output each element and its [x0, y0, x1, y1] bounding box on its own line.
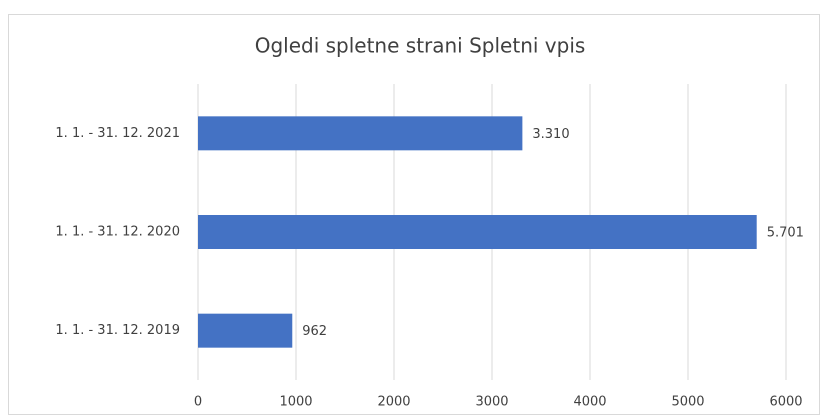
x-tick-label: 6000 — [769, 395, 802, 410]
bar — [198, 215, 757, 249]
data-label: 3.310 — [532, 127, 569, 142]
data-label: 5.701 — [767, 226, 804, 241]
x-tick-label: 1000 — [279, 395, 312, 410]
chart-frame — [8, 14, 820, 415]
y-tick-label: 1. 1. - 31. 12. 2019 — [55, 323, 180, 338]
x-tick-label: 3000 — [475, 395, 508, 410]
x-tick-label: 5000 — [671, 395, 704, 410]
x-tick-label: 0 — [194, 395, 202, 410]
x-tick-label: 2000 — [377, 395, 410, 410]
data-label: 962 — [302, 324, 327, 339]
y-tick-label: 1. 1. - 31. 12. 2020 — [55, 225, 180, 240]
y-tick-label: 1. 1. - 31. 12. 2021 — [55, 126, 180, 141]
bar — [198, 116, 523, 151]
chart-title: Ogledi spletne strani Spletni vpis — [255, 34, 586, 58]
bar — [198, 313, 293, 348]
x-tick-label: 4000 — [573, 395, 606, 410]
